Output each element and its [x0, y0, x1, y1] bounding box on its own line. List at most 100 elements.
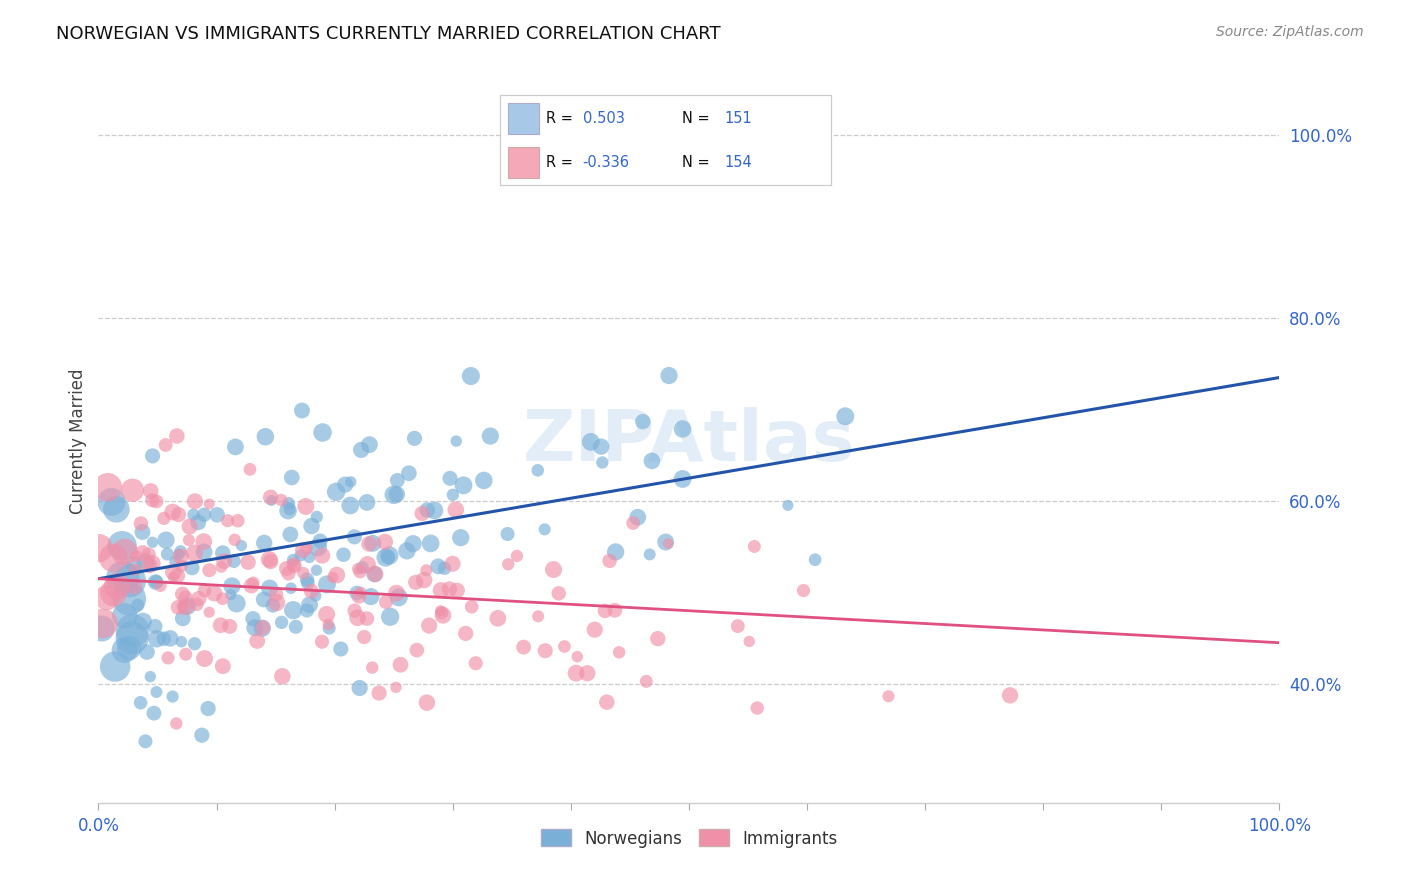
Point — [259, 581, 281, 595]
Point — [877, 690, 900, 704]
Point — [122, 558, 145, 572]
Point — [170, 634, 193, 648]
Point — [111, 539, 134, 553]
Point — [218, 619, 240, 633]
Point — [278, 502, 301, 516]
Point — [385, 681, 408, 695]
Point — [347, 562, 370, 576]
Point — [385, 487, 408, 501]
Point — [350, 442, 373, 457]
Point — [305, 563, 328, 577]
Point — [181, 561, 204, 575]
Point — [183, 508, 205, 522]
Point — [512, 640, 534, 654]
Point — [311, 425, 333, 440]
Point — [387, 474, 409, 488]
Point — [193, 545, 215, 559]
Point — [131, 524, 153, 539]
Point — [132, 615, 155, 629]
Point — [142, 706, 165, 720]
Point — [295, 541, 318, 555]
Point — [259, 490, 281, 504]
Point — [225, 596, 247, 610]
Point — [804, 553, 827, 567]
Point — [172, 611, 194, 625]
Text: NORWEGIAN VS IMMIGRANTS CURRENTLY MARRIED CORRELATION CHART: NORWEGIAN VS IMMIGRANTS CURRENTLY MARRIE… — [56, 25, 721, 43]
Point — [413, 573, 436, 587]
Point — [152, 632, 174, 646]
Point — [125, 549, 148, 564]
Point — [441, 557, 464, 571]
Point — [453, 478, 475, 492]
Point — [361, 660, 384, 674]
Point — [214, 554, 236, 568]
Point — [343, 530, 366, 544]
Point — [243, 621, 266, 635]
Point — [254, 430, 277, 444]
Point — [405, 643, 427, 657]
Point — [284, 620, 307, 634]
Point — [114, 608, 136, 623]
Point — [297, 576, 319, 591]
Point — [567, 649, 589, 664]
Point — [163, 555, 186, 569]
Point — [364, 567, 387, 582]
Point — [430, 583, 453, 598]
Point — [534, 643, 557, 657]
Point — [170, 549, 193, 564]
Point — [638, 548, 661, 562]
Point — [998, 688, 1021, 702]
Point — [326, 568, 349, 582]
Point — [166, 568, 188, 582]
Point — [671, 422, 693, 436]
Point — [145, 574, 167, 589]
Y-axis label: Currently Married: Currently Married — [69, 368, 87, 515]
Point — [439, 471, 461, 485]
Point — [165, 716, 187, 731]
Point — [277, 503, 299, 517]
Point — [454, 626, 477, 640]
Point — [283, 553, 305, 567]
Point — [162, 570, 184, 584]
Point — [429, 604, 451, 618]
Point — [378, 549, 401, 563]
Point — [191, 728, 214, 742]
Point — [277, 566, 299, 581]
Point — [266, 596, 288, 610]
Point — [153, 511, 176, 525]
Point — [305, 509, 328, 524]
Point — [388, 591, 411, 605]
Point — [145, 575, 167, 590]
Point — [231, 539, 253, 553]
Point — [834, 409, 856, 424]
Point — [363, 567, 385, 582]
Point — [318, 617, 340, 632]
Point — [450, 531, 472, 545]
Point — [167, 548, 190, 562]
Point — [122, 579, 145, 593]
Point — [292, 566, 315, 580]
Point — [114, 643, 136, 657]
Point — [176, 599, 198, 614]
Point — [139, 670, 162, 684]
Point — [368, 686, 391, 700]
Point — [224, 533, 246, 547]
Point — [211, 659, 233, 673]
Point — [177, 533, 200, 548]
Point — [135, 556, 157, 570]
Point — [141, 493, 163, 508]
Point — [423, 503, 446, 517]
Point — [657, 536, 679, 550]
Point — [198, 563, 221, 577]
Point — [658, 368, 681, 383]
Legend: Norwegians, Immigrants: Norwegians, Immigrants — [533, 821, 845, 856]
Point — [193, 534, 215, 549]
Point — [167, 600, 190, 615]
Point — [253, 592, 276, 607]
Point — [377, 549, 399, 564]
Point — [346, 611, 368, 625]
Point — [419, 536, 441, 550]
Point — [350, 585, 373, 599]
Point — [149, 579, 172, 593]
Point — [329, 642, 352, 657]
